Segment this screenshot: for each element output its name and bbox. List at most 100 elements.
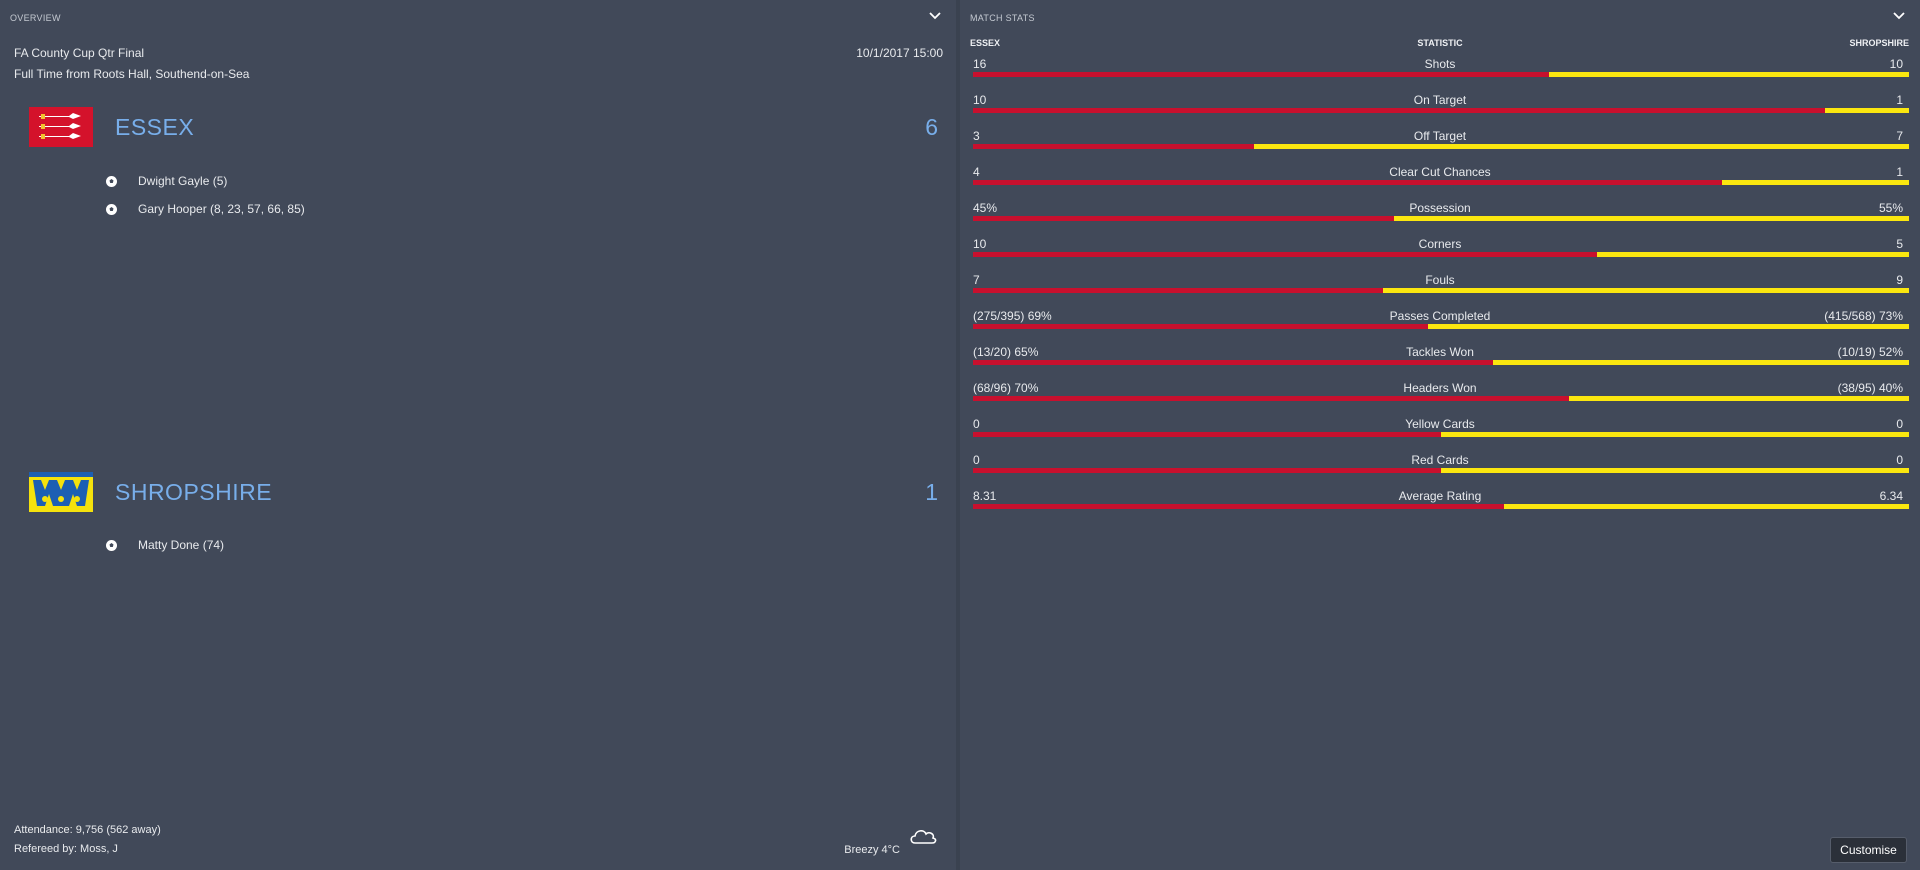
stat-home-value: 10 <box>973 237 987 251</box>
stat-away-value: 0 <box>1896 453 1903 467</box>
attendance-text: Attendance: 9,756 (562 away) <box>14 824 161 836</box>
stat-away-value: 10 <box>1889 57 1903 71</box>
stat-row: 10 On Target 1 <box>971 93 1909 117</box>
stat-home-value: 7 <box>973 273 980 287</box>
stat-bar-home <box>973 360 1493 365</box>
stat-row: (68/96) 70% Headers Won (38/95) 40% <box>971 381 1909 405</box>
stat-name: Yellow Cards <box>1405 417 1475 431</box>
stat-bar-home <box>973 72 1549 77</box>
stat-bar-away <box>1441 432 1909 437</box>
stat-home-value: 0 <box>973 417 980 431</box>
stat-name: Headers Won <box>1403 381 1477 395</box>
venue-text: Full Time from Roots Hall, Southend-on-S… <box>14 67 250 81</box>
scorer-name[interactable]: Matty Done (74) <box>138 538 225 552</box>
stat-name: Clear Cut Chances <box>1389 165 1491 179</box>
stat-name: Off Target <box>1413 129 1467 143</box>
stat-name: Possession <box>1409 201 1471 215</box>
match-stats-title: MATCH STATS <box>970 13 1035 23</box>
chevron-down-icon[interactable] <box>928 9 942 23</box>
stat-away-value: 1 <box>1896 165 1903 179</box>
stat-bar-away <box>1825 108 1909 113</box>
stat-home-value: 45% <box>973 201 998 215</box>
stat-bar-away <box>1504 504 1909 509</box>
stat-name: Shots <box>1424 57 1456 71</box>
stat-name: Red Cards <box>1411 453 1469 467</box>
competition-name[interactable]: FA County Cup Qtr Final <box>14 46 145 60</box>
stat-name: Corners <box>1418 237 1462 251</box>
stat-bar-home <box>973 288 1383 293</box>
stat-row: 0 Yellow Cards 0 <box>971 417 1909 441</box>
stat-away-value: (38/95) 40% <box>1837 381 1903 395</box>
stat-home-value: 10 <box>973 93 987 107</box>
stat-away-value: 1 <box>1896 93 1903 107</box>
stat-away-value: 7 <box>1896 129 1903 143</box>
stat-home-value: 3 <box>973 129 980 143</box>
stat-bar-home <box>973 144 1254 149</box>
referee-text: Refereed by: Moss, J <box>14 843 118 855</box>
stat-away-value: 6.34 <box>1879 489 1903 503</box>
stat-home-value: (13/20) 65% <box>973 345 1039 359</box>
stat-bar-away <box>1394 216 1909 221</box>
customise-button[interactable]: Customise <box>1830 837 1907 863</box>
stats-header: MATCH STATS <box>960 0 1920 34</box>
stat-away-value: (10/19) 52% <box>1837 345 1903 359</box>
essex-crest-icon[interactable] <box>29 107 93 147</box>
stat-away-value: 0 <box>1896 417 1903 431</box>
stat-bar-home <box>973 180 1722 185</box>
stat-bar-home <box>973 324 1428 329</box>
shropshire-crest-icon[interactable] <box>29 472 93 512</box>
stat-home-value: (68/96) 70% <box>973 381 1039 395</box>
stat-row: 3 Off Target 7 <box>971 129 1909 153</box>
stat-bar-home <box>973 216 1394 221</box>
stat-name: Passes Completed <box>1389 309 1491 323</box>
stat-home-value: (275/395) 69% <box>973 309 1052 323</box>
stat-row: 8.31 Average Rating 6.34 <box>971 489 1909 513</box>
stat-name: Average Rating <box>1398 489 1482 503</box>
stat-bar-home <box>973 396 1569 401</box>
stat-row: (13/20) 65% Tackles Won (10/19) 52% <box>971 345 1909 369</box>
chevron-down-icon[interactable] <box>1892 9 1906 23</box>
stat-home-value: 8.31 <box>973 489 997 503</box>
stat-home-value: 4 <box>973 165 980 179</box>
stat-bar-away <box>1428 324 1909 329</box>
stat-bar-away <box>1569 396 1909 401</box>
stat-bar-away <box>1493 360 1909 365</box>
home-team-score: 6 <box>925 114 938 140</box>
stat-row: 45% Possession 55% <box>971 201 1909 225</box>
weather-text: Breezy 4°C <box>844 844 900 856</box>
stat-row: 10 Corners 5 <box>971 237 1909 261</box>
stat-bar-home <box>973 504 1504 509</box>
scorer-name[interactable]: Dwight Gayle (5) <box>138 174 228 188</box>
stat-bar-away <box>1441 468 1909 473</box>
stat-row: 7 Fouls 9 <box>971 273 1909 297</box>
stat-row: 0 Red Cards 0 <box>971 453 1909 477</box>
stat-bar-away <box>1549 72 1909 77</box>
stat-home-value: 16 <box>973 57 987 71</box>
stat-name: Tackles Won <box>1406 345 1474 359</box>
football-icon <box>106 204 117 215</box>
overview-panel: OVERVIEW FA County Cup Qtr Final Full Ti… <box>0 0 956 870</box>
stat-bar-home <box>973 432 1441 437</box>
away-team-name[interactable]: SHROPSHIRE <box>115 479 273 505</box>
stat-away-value: 55% <box>1878 201 1903 215</box>
stat-row: (275/395) 69% Passes Completed (415/568) 7… <box>971 309 1909 333</box>
cloud-icon <box>910 830 937 844</box>
home-team-name[interactable]: ESSEX <box>115 114 195 140</box>
stat-bar-home <box>973 108 1825 113</box>
stat-row: 16 Shots 10 <box>971 57 1909 81</box>
statistic-column-header: STATISTIC <box>1417 38 1463 48</box>
overview-title: OVERVIEW <box>10 13 61 23</box>
stat-away-value: (415/568) 73% <box>1824 309 1903 323</box>
match-datetime: 10/1/2017 15:00 <box>856 46 943 60</box>
scorer-name[interactable]: Gary Hooper (8, 23, 57, 66, 85) <box>138 202 305 216</box>
stat-bar-away <box>1254 144 1909 149</box>
stat-bar-home <box>973 468 1441 473</box>
stat-away-value: 9 <box>1896 273 1903 287</box>
overview-header: OVERVIEW <box>0 0 956 34</box>
stat-bar-away <box>1597 252 1909 257</box>
away-team-score: 1 <box>925 479 938 505</box>
stat-row: 4 Clear Cut Chances 1 <box>971 165 1909 189</box>
home-column-header: ESSEX <box>970 38 1001 48</box>
stat-name: Fouls <box>1425 273 1455 287</box>
football-icon <box>106 176 117 187</box>
